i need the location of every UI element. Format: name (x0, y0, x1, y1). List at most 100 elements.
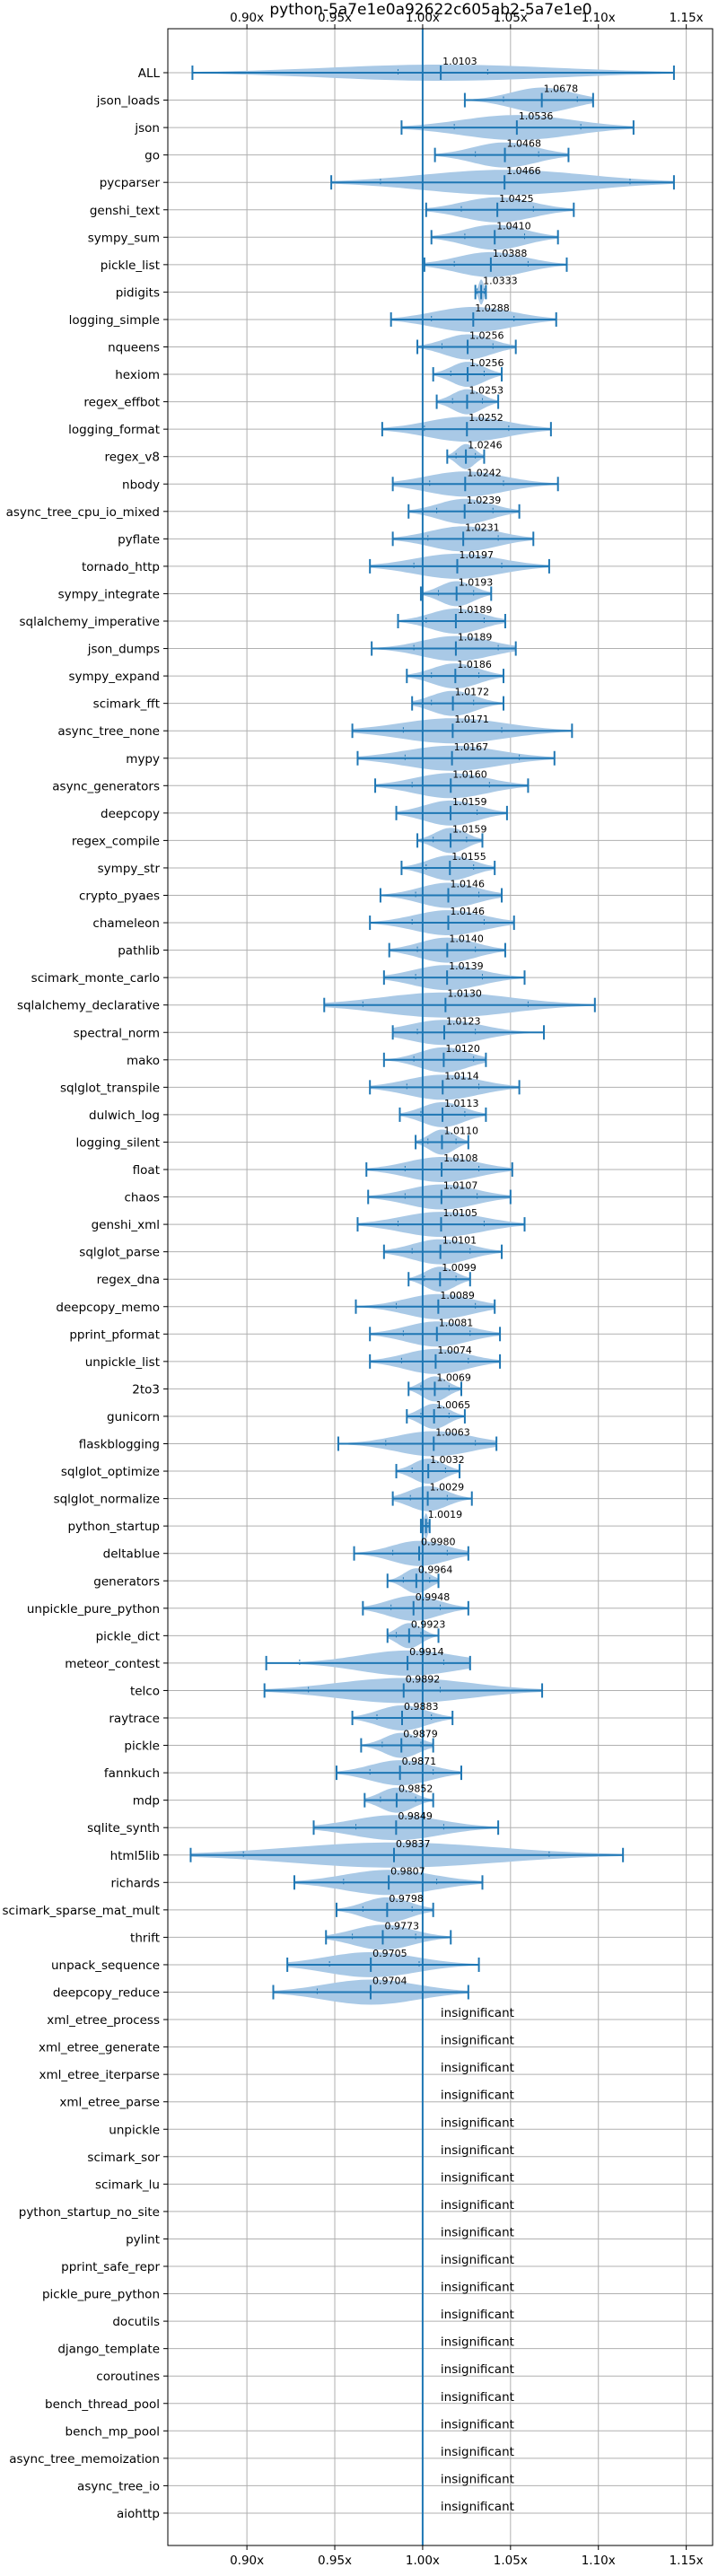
ratio-label: 1.0159 (452, 823, 487, 835)
ratio-label: 0.9948 (416, 1591, 451, 1603)
x-tick-label-top: 1.15x (670, 11, 704, 25)
benchmark-label: unpickle_list (85, 1355, 160, 1370)
ratio-label: 0.9980 (421, 1537, 456, 1548)
ratio-label: 1.0081 (439, 1317, 474, 1328)
benchmark-label: pprint_pformat (69, 1327, 160, 1342)
benchmark-label: pidigits (116, 285, 160, 300)
benchmark-label: 2to3 (132, 1382, 160, 1397)
benchmark-label: chameleon (92, 916, 160, 931)
benchmark-label: deepcopy_reduce (53, 1986, 160, 2001)
chart-title: python-5a7e1e0a92622c605ab2-5a7e1e0 (269, 1, 591, 19)
benchmark-label: mypy (126, 752, 160, 767)
insignificant-label: insignificant (441, 2445, 514, 2459)
ratio-label: 0.9807 (390, 1865, 425, 1877)
ratio-label: 1.0466 (506, 165, 541, 177)
benchmark-label: flaskblogging (79, 1438, 160, 1452)
violin-layer (189, 65, 675, 2005)
ratio-label: 0.9705 (372, 1948, 407, 1959)
insignificant-label: insignificant (441, 2253, 514, 2267)
ratio-label: 1.0140 (449, 933, 484, 945)
benchmark-label: pprint_safe_repr (61, 2260, 160, 2274)
benchmark-label: float (133, 1163, 160, 1178)
x-tick-label-bottom: 0.90x (230, 2554, 264, 2568)
benchmark-label: unpickle_pure_python (27, 1602, 160, 1617)
benchmark-label: json_dumps (87, 643, 160, 657)
benchmark-label: generators (93, 1574, 160, 1589)
benchmark-label: json (134, 121, 160, 136)
benchmark-label: logging_silent (76, 1135, 160, 1150)
benchmark-label: async_tree_none (57, 724, 160, 739)
ratio-label: 1.0536 (519, 110, 554, 122)
benchmark-label: pickle (124, 1739, 160, 1754)
ratio-label: 0.9883 (404, 1701, 439, 1713)
benchmark-label: sympy_expand (68, 670, 160, 684)
ratio-label: 1.0253 (468, 385, 503, 397)
benchmark-label: xml_etree_parse (59, 2096, 160, 2110)
benchmark-label: sqlalchemy_declarative (17, 999, 160, 1013)
benchmark-label: mdp (133, 1794, 160, 1809)
ratio-label: 1.0678 (544, 83, 579, 95)
ratio-label: 1.0239 (467, 495, 502, 506)
ratio-label: 1.0113 (444, 1098, 479, 1109)
ratio-label: 0.9704 (372, 1976, 407, 1987)
ratio-label: 1.0425 (499, 193, 534, 205)
insignificant-label: insignificant (441, 2390, 514, 2405)
insignificant-label: insignificant (441, 2500, 514, 2514)
benchmark-label: deltablue (103, 1547, 160, 1562)
x-tick-label-bottom: 1.15x (670, 2554, 704, 2568)
ratio-label: 1.0107 (443, 1180, 477, 1192)
benchmark-label: regex_dna (97, 1273, 160, 1287)
benchmark-label: crypto_pyaes (79, 889, 160, 904)
ratio-label: 1.0167 (454, 741, 489, 753)
benchmark-label: chaos (124, 1191, 160, 1205)
benchmark-label: regex_compile (72, 834, 160, 848)
benchmark-label: dulwich_log (89, 1108, 160, 1123)
ratio-label: 1.0123 (446, 1015, 481, 1027)
ratio-label: 1.0101 (442, 1235, 477, 1247)
label-layer: 0.90x 0.90x 0.95x 0.95x 1.00x 1.00x 1.05x 1.05x… (3, 11, 704, 2568)
x-tick-label-top: 0.90x (230, 11, 264, 25)
benchmark-label: mako (127, 1054, 160, 1068)
benchmark-label: pickle_list (101, 258, 160, 273)
benchmark-label: raytrace (109, 1712, 160, 1726)
benchmark-label: deepcopy (101, 807, 160, 821)
insignificant-label: insignificant (441, 2061, 514, 2075)
benchmark-label: async_generators (52, 779, 160, 793)
benchmark-label: bench_mp_pool (66, 2424, 160, 2439)
ratio-label: 1.0130 (447, 988, 482, 1000)
benchmark-label: richards (111, 1876, 160, 1890)
insignificant-label: insignificant (441, 2308, 514, 2322)
benchmark-label: pycparser (100, 176, 161, 190)
benchmark-label: sympy_sum (88, 231, 160, 245)
benchmark-label: meteor_contest (65, 1657, 160, 1671)
ratio-label: 1.0189 (458, 632, 492, 644)
benchmark-label: django_template (57, 2343, 160, 2357)
insignificant-label: insignificant (441, 2170, 514, 2185)
ratio-label: 1.0197 (459, 549, 494, 561)
benchmark-label: unpickle (109, 2123, 160, 2137)
x-tick-label-top: 1.05x (494, 11, 528, 25)
x-tick-label-top: 0.95x (318, 11, 352, 25)
ratio-label: 1.0146 (451, 906, 485, 917)
benchmark-label: thrift (130, 1931, 160, 1945)
benchmark-label: sqlite_synth (87, 1821, 160, 1836)
benchmark-label: hexiom (115, 368, 160, 382)
benchmark-label: sqlalchemy_imperative (20, 615, 161, 629)
ratio-label: 1.0172 (455, 687, 489, 698)
benchmark-label: pathlib (118, 944, 160, 959)
benchmark-label: genshi_text (90, 204, 160, 218)
insignificant-label: insignificant (441, 2335, 514, 2350)
benchmark-label: pyflate (118, 532, 160, 547)
insignificant-label: insignificant (441, 2362, 514, 2377)
benchmark-label: fannkuch (104, 1766, 160, 1781)
benchmark-label: go (144, 149, 160, 163)
benchmark-label: genshi_xml (92, 1218, 160, 1232)
ratio-label: 1.0246 (468, 440, 503, 451)
ratio-label: 1.0105 (442, 1207, 477, 1219)
ratio-label: 1.0074 (437, 1345, 472, 1356)
ratio-label: 1.0242 (467, 467, 502, 478)
benchmark-label: scimark_sor (87, 2151, 160, 2165)
benchmark-label: xml_etree_iterparse (39, 2068, 161, 2082)
ratio-label: 0.9892 (406, 1673, 441, 1685)
